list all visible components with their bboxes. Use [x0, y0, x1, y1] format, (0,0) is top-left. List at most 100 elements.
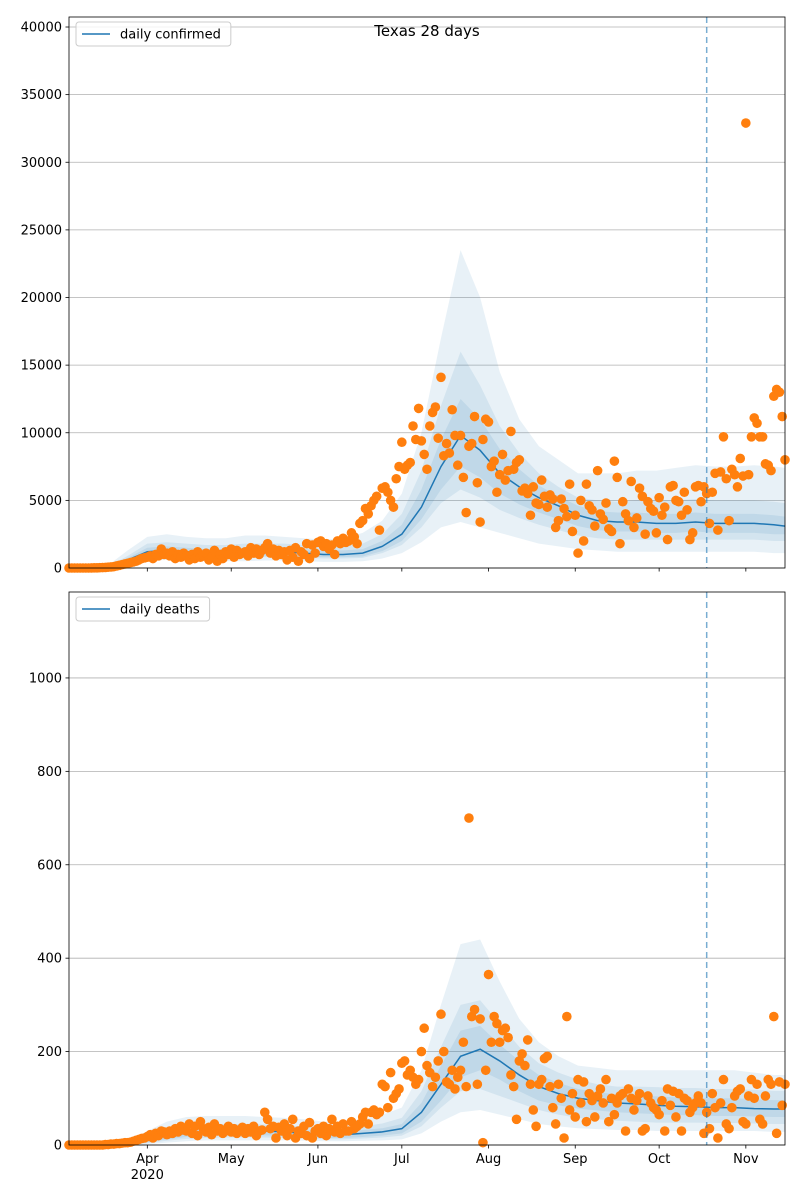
data-point	[433, 433, 443, 443]
data-point	[590, 521, 600, 531]
legend: daily confirmed	[75, 21, 232, 47]
data-point	[727, 1102, 737, 1113]
chart-title: Texas 28 days	[373, 22, 480, 40]
data-point	[489, 456, 499, 466]
data-point	[629, 522, 639, 533]
data-point	[438, 1046, 449, 1057]
data-point	[657, 1095, 667, 1106]
data-point	[590, 1112, 600, 1122]
data-point	[640, 529, 650, 539]
data-point	[545, 1081, 555, 1092]
data-point	[548, 1102, 558, 1113]
data-point	[464, 813, 474, 823]
data-point	[450, 1084, 460, 1094]
data-point	[304, 1117, 315, 1128]
data-point	[329, 549, 340, 560]
data-point	[506, 426, 516, 437]
data-point	[640, 1123, 650, 1134]
y-tick-label: 30000	[21, 156, 62, 171]
data-point	[752, 418, 762, 429]
data-point	[757, 1119, 768, 1129]
legend-label: daily deaths	[120, 603, 200, 618]
data-point	[769, 1011, 779, 1022]
data-point	[461, 507, 471, 518]
y-tick-label: 400	[37, 952, 62, 967]
data-point	[436, 372, 446, 383]
data-point	[458, 472, 469, 483]
data-point	[724, 515, 734, 526]
data-point	[651, 528, 662, 538]
data-point	[371, 491, 382, 502]
uncertainty-band	[69, 351, 785, 568]
data-point	[746, 432, 757, 442]
data-point	[673, 496, 684, 507]
data-point	[713, 525, 723, 535]
data-point	[419, 449, 430, 460]
data-point	[514, 455, 525, 465]
data-point	[363, 509, 374, 519]
data-point	[257, 1125, 267, 1135]
x-tick-label: May	[218, 1152, 245, 1167]
data-point	[648, 506, 659, 516]
data-point	[458, 1037, 469, 1048]
x-tick-label: Oct	[648, 1152, 670, 1167]
data-point	[287, 1114, 298, 1125]
data-point	[634, 1088, 645, 1099]
data-point	[293, 556, 304, 567]
data-point	[682, 505, 692, 515]
data-point	[430, 1072, 441, 1083]
data-point	[408, 421, 418, 431]
data-point	[492, 487, 502, 498]
data-point	[542, 1051, 553, 1062]
x-tick-label: Jun	[307, 1152, 328, 1167]
data-point	[536, 1074, 547, 1085]
data-point	[623, 515, 634, 526]
data-point	[192, 1130, 203, 1141]
data-point	[383, 487, 393, 498]
data-point	[405, 457, 416, 468]
data-point	[631, 513, 642, 523]
data-point	[352, 538, 362, 549]
data-point	[617, 496, 628, 507]
data-point	[525, 1079, 536, 1090]
axes-frame	[68, 591, 786, 1146]
x-tick-label: Apr 2020	[131, 1152, 164, 1183]
data-point	[671, 1112, 681, 1122]
y-tick-label: 10000	[21, 426, 62, 441]
y-tick-label: 0	[54, 562, 62, 577]
data-point	[433, 1056, 443, 1066]
data-point	[735, 453, 746, 464]
data-point	[494, 1037, 505, 1048]
data-point	[570, 1112, 581, 1122]
data-point	[469, 1004, 480, 1015]
data-point	[422, 464, 432, 475]
data-point	[455, 1065, 466, 1076]
data-point	[508, 1081, 519, 1092]
data-point	[741, 118, 751, 128]
data-point	[528, 1105, 539, 1115]
data-point	[620, 1126, 631, 1136]
data-point	[472, 477, 483, 488]
data-point	[475, 1014, 485, 1024]
data-point	[752, 1079, 762, 1090]
data-point	[562, 511, 572, 522]
axes-frame	[68, 16, 786, 569]
data-point	[500, 1023, 511, 1034]
data-point	[654, 1109, 664, 1120]
data-point	[310, 548, 320, 558]
data-point	[466, 438, 477, 449]
data-point	[715, 1098, 726, 1108]
data-point	[713, 1133, 723, 1143]
data-point	[707, 487, 718, 498]
data-point	[522, 488, 533, 499]
data-point	[550, 1119, 561, 1129]
data-point	[357, 515, 368, 526]
data-point	[500, 475, 511, 485]
data-point	[271, 1133, 281, 1143]
data-point	[478, 434, 488, 445]
y-tick-label: 200	[37, 1045, 62, 1060]
data-point	[472, 1079, 483, 1090]
data-point	[741, 1119, 751, 1129]
data-point	[397, 437, 407, 448]
